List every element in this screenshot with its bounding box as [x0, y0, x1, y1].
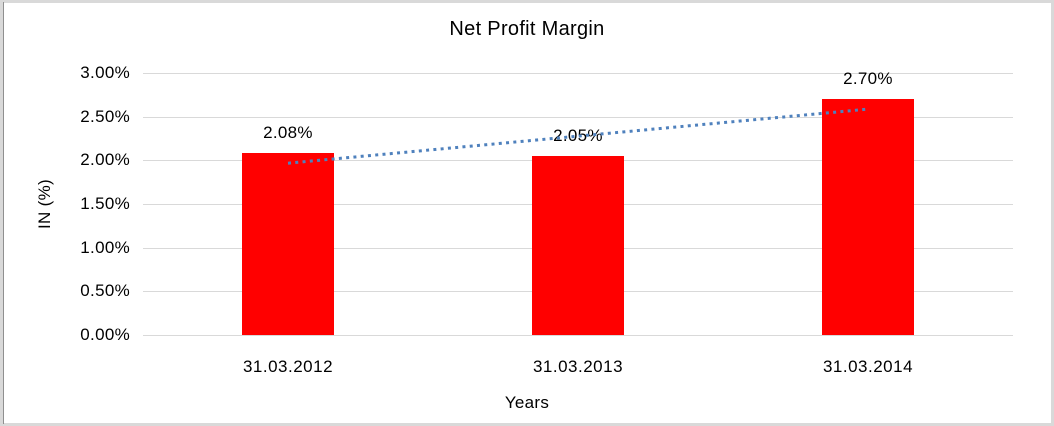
- x-axis-tick-label: 31.03.2014: [822, 357, 914, 376]
- gridline: [143, 73, 1013, 74]
- data-label: 2.70%: [843, 69, 893, 89]
- bar: [822, 99, 914, 335]
- x-axis-tick-label: 31.03.2013: [532, 357, 624, 376]
- x-axis-tick-label: 31.03.2012: [242, 357, 334, 376]
- bar: [242, 153, 334, 335]
- y-axis-tick-label: 2.50%: [80, 106, 130, 126]
- chart-frame-border-left: [3, 2, 4, 424]
- gridline: [143, 335, 1013, 336]
- y-axis-tick-label: 0.50%: [80, 281, 130, 301]
- x-axis-title: Years: [504, 393, 550, 412]
- data-label: 2.05%: [553, 126, 603, 145]
- y-axis-tick-label: 1.50%: [80, 194, 130, 213]
- y-axis-tick-label: 1.00%: [80, 237, 130, 257]
- y-axis-tick-label: 3.00%: [80, 63, 130, 82]
- bar: [532, 156, 624, 335]
- chart-title: Net Profit Margin: [449, 18, 605, 40]
- y-axis-tick-label: 2.00%: [80, 150, 130, 170]
- data-label: 2.08%: [263, 123, 313, 143]
- y-axis-tick-label: 0.00%: [80, 325, 130, 344]
